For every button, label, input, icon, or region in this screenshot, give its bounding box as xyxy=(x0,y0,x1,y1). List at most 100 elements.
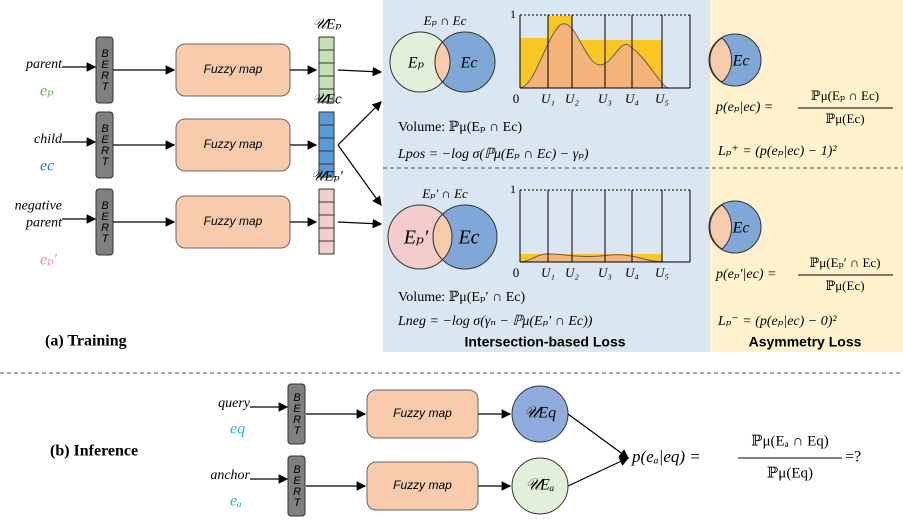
vector-cell xyxy=(318,188,335,203)
input-symbol: eq xyxy=(230,421,245,438)
venn-right-label: Ec xyxy=(457,227,479,249)
axis-label: U₃ xyxy=(598,91,612,106)
input-word: child xyxy=(34,132,63,147)
input-symbol: eₐ xyxy=(230,493,242,510)
input-symbol: eₚ′ xyxy=(40,252,58,269)
volume: Volume: ℙμ(Eₚ′ ∩ Ec) xyxy=(398,290,525,305)
input-word: parent xyxy=(25,216,63,231)
vector-cell xyxy=(318,214,335,229)
input-word: anchor xyxy=(210,468,250,483)
arrow xyxy=(337,66,383,77)
asym-circle-label: Ec xyxy=(732,53,750,70)
axis-top-label: 1 xyxy=(510,182,516,196)
panel-title: (b) Inference xyxy=(50,443,138,460)
axis-label: U₅ xyxy=(655,91,669,106)
bert-label: BERT xyxy=(99,123,111,167)
bert-label: BERT xyxy=(291,464,303,508)
fuzzy-map-label: Fuzzy map xyxy=(393,478,452,492)
fuzzy-map-label: Fuzzy map xyxy=(204,137,263,151)
vector-label: 𝒰Ec xyxy=(312,91,342,107)
input-word: parent xyxy=(25,57,63,72)
bert-label: BERT xyxy=(99,48,111,92)
venn-title: Eₚ′ ∩ Ec xyxy=(421,186,468,201)
axis-label: 0 xyxy=(513,91,520,106)
input-word: query xyxy=(218,396,251,411)
axis-label: U₄ xyxy=(625,91,639,106)
axis-label: U₁ xyxy=(541,265,555,280)
vector-cell xyxy=(318,111,335,126)
vector-cell xyxy=(318,75,335,90)
density-curve xyxy=(519,253,669,263)
inference-box-label: 𝒰Eₐ xyxy=(526,477,555,494)
formula-lhs: p(eₐ|eq) = xyxy=(631,447,701,466)
formula-lhs: p(eₚ′|ec) = xyxy=(715,267,776,282)
vector-cell xyxy=(318,150,335,165)
vector-cell xyxy=(318,137,335,152)
input-symbol: ec xyxy=(40,158,54,175)
venn-right-label: Ec xyxy=(460,55,478,72)
vector-label: 𝒰Eₚ′ xyxy=(311,168,344,184)
vector-cell xyxy=(318,227,335,242)
input-word: negative xyxy=(15,199,62,214)
formula-lhs: p(eₚ|ec) = xyxy=(715,100,773,115)
axis-label: U₅ xyxy=(655,265,669,280)
arrow xyxy=(337,101,382,146)
input-symbol: eₚ xyxy=(40,83,54,100)
vector-cell xyxy=(318,124,335,139)
venn-overlap xyxy=(432,213,453,261)
venn-left-label: Eₚ′ xyxy=(403,227,429,249)
vector-cell xyxy=(318,201,335,216)
loss: Lpos = −log σ(ℙμ(Eₚ ∩ Ec) − γₚ) xyxy=(397,147,589,162)
formula-den: ℙμ(Ec) xyxy=(825,278,864,293)
formula-num: ℙμ(Eₚ ∩ Ec) xyxy=(811,88,879,103)
asym-overlap xyxy=(709,204,733,250)
arrow xyxy=(567,457,630,487)
vector-cell xyxy=(318,240,335,255)
bar xyxy=(632,254,662,262)
content: parent eₚ BERT Fuzzy map 𝒰Eₚ child ec BERT Fuzzy… xyxy=(15,7,893,517)
bert-box xyxy=(287,455,306,517)
axis-label: 0 xyxy=(513,265,520,280)
asym-loss: Lₚ⁺ = (p(eₚ|ec) − 1)² xyxy=(717,144,837,159)
venn-left-label: Eₚ xyxy=(407,55,425,72)
fuzzy-map-label: Fuzzy map xyxy=(204,214,263,228)
panel-title: Intersection-based Loss xyxy=(464,334,625,350)
formula-den: ℙμ(Ec) xyxy=(825,111,864,126)
volume: Volume: ℙμ(Eₚ ∩ Ec) xyxy=(398,120,522,135)
loss: Lneg = −log σ(γₙ − ℙμ(Eₚ′ ∩ Ec)) xyxy=(397,314,593,329)
axis-label: U₃ xyxy=(598,265,612,280)
axis-label: U₂ xyxy=(565,265,579,280)
bert-box xyxy=(287,383,306,445)
bert-label: BERT xyxy=(99,200,111,244)
arrow xyxy=(337,218,383,229)
density-curve xyxy=(519,23,669,89)
panel-title: Asymmetry Loss xyxy=(749,334,862,350)
asym-circle-label: Ec xyxy=(732,220,750,237)
asym-overlap xyxy=(709,37,733,83)
vector-cell xyxy=(318,62,335,77)
formula-num: ℙμ(Eₐ ∩ Eq) xyxy=(751,433,829,449)
arrow xyxy=(567,413,629,459)
formula-den: ℙμ(Eq) xyxy=(767,465,813,481)
inference-box-label: 𝒰Eq xyxy=(524,405,556,422)
venn-title: Eₚ ∩ Ec xyxy=(423,13,467,28)
vector-cell xyxy=(318,49,335,64)
axis-label: U₁ xyxy=(541,91,555,106)
axis-label: U₄ xyxy=(625,265,639,280)
vector-cell xyxy=(318,36,335,51)
arrow xyxy=(337,144,382,206)
vector-label: 𝒰Eₚ xyxy=(313,16,342,32)
bert-label: BERT xyxy=(291,392,303,436)
asym-loss: Lₚ⁻ = (p(eₚ|ec) − 0)² xyxy=(717,314,837,329)
fuzzy-map-label: Fuzzy map xyxy=(393,406,452,420)
vector-cell xyxy=(318,163,335,178)
fuzzy-map-label: Fuzzy map xyxy=(204,62,263,76)
formula-num: ℙμ(Eₚ′ ∩ Ec) xyxy=(810,255,881,270)
formula-rhs: =? xyxy=(845,449,861,466)
vector-cell xyxy=(318,88,335,103)
panel-title: (a) Training xyxy=(45,333,127,350)
venn-overlap xyxy=(434,41,451,83)
axis-top-label: 1 xyxy=(510,7,516,21)
axis-label: U₂ xyxy=(565,91,579,106)
